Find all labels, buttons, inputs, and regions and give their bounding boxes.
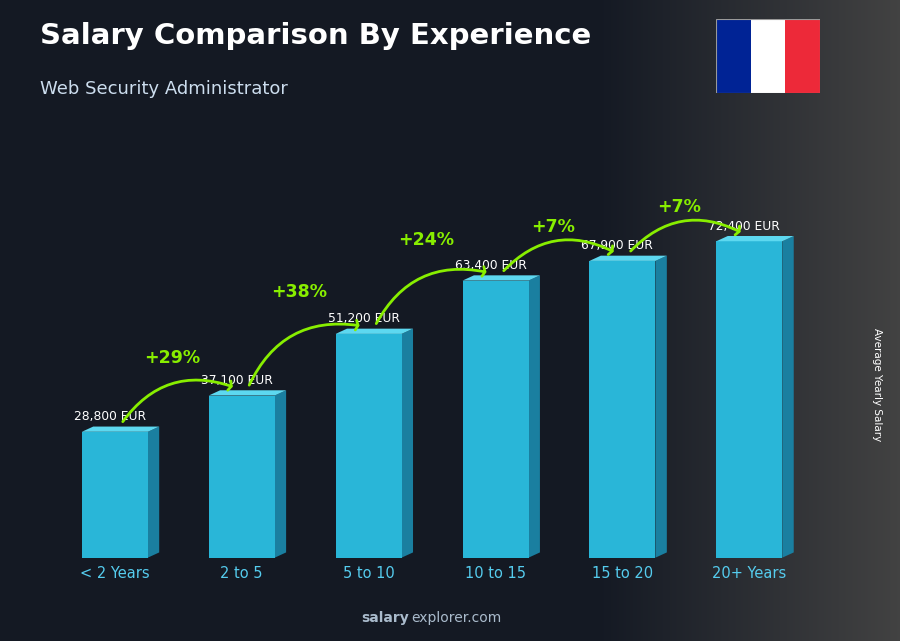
Text: 37,100 EUR: 37,100 EUR bbox=[201, 374, 273, 387]
Polygon shape bbox=[716, 236, 794, 241]
Bar bbox=[786, 19, 820, 93]
Text: +29%: +29% bbox=[144, 349, 200, 367]
Polygon shape bbox=[401, 329, 413, 558]
Text: Salary Comparison By Experience: Salary Comparison By Experience bbox=[40, 22, 592, 51]
Polygon shape bbox=[528, 276, 540, 558]
Polygon shape bbox=[209, 390, 286, 395]
Text: +7%: +7% bbox=[658, 198, 701, 216]
Text: 67,900 EUR: 67,900 EUR bbox=[581, 239, 653, 252]
Bar bbox=[716, 19, 751, 93]
Polygon shape bbox=[463, 281, 528, 558]
Polygon shape bbox=[82, 432, 148, 558]
Text: Average Yearly Salary: Average Yearly Salary bbox=[872, 328, 883, 441]
Text: +24%: +24% bbox=[398, 231, 454, 249]
Polygon shape bbox=[82, 426, 159, 432]
Text: explorer.com: explorer.com bbox=[411, 611, 501, 625]
Polygon shape bbox=[716, 241, 782, 558]
Text: 72,400 EUR: 72,400 EUR bbox=[708, 219, 780, 233]
Text: salary: salary bbox=[362, 611, 410, 625]
Text: 28,800 EUR: 28,800 EUR bbox=[74, 410, 146, 423]
Polygon shape bbox=[274, 390, 286, 558]
Polygon shape bbox=[782, 236, 794, 558]
Polygon shape bbox=[148, 426, 159, 558]
Polygon shape bbox=[590, 261, 655, 558]
Polygon shape bbox=[336, 329, 413, 334]
Text: 51,200 EUR: 51,200 EUR bbox=[328, 312, 400, 325]
Polygon shape bbox=[463, 276, 540, 281]
Bar bbox=[751, 19, 786, 93]
Text: 63,400 EUR: 63,400 EUR bbox=[454, 259, 526, 272]
Text: Web Security Administrator: Web Security Administrator bbox=[40, 80, 288, 98]
Polygon shape bbox=[209, 395, 274, 558]
Polygon shape bbox=[590, 256, 667, 261]
Text: +7%: +7% bbox=[531, 217, 574, 235]
Polygon shape bbox=[655, 256, 667, 558]
Text: +38%: +38% bbox=[271, 283, 327, 301]
Polygon shape bbox=[336, 334, 401, 558]
